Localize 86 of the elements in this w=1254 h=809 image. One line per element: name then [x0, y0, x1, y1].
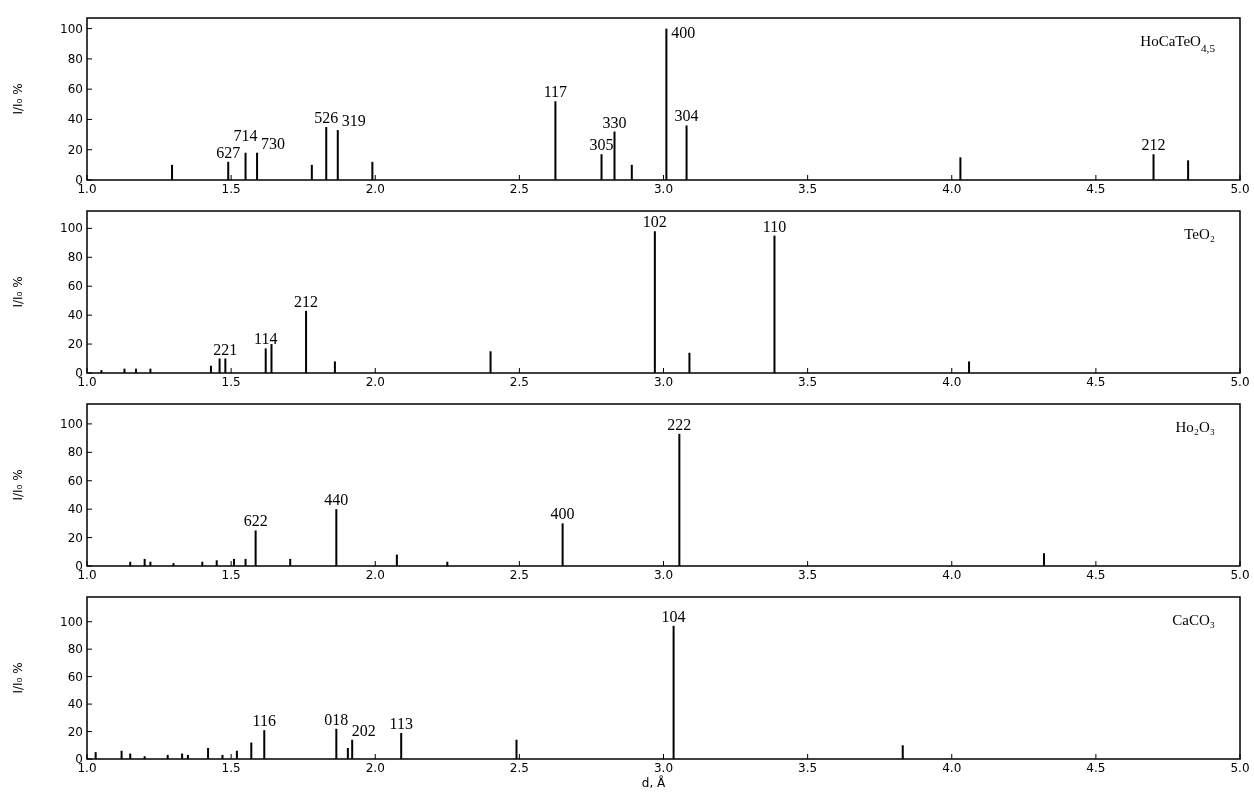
- text: CaCO₃: [1172, 612, 1215, 628]
- y-tick-label: 80: [67, 250, 83, 265]
- y-tick-label: 60: [67, 669, 83, 684]
- x-tick-label: 4.0: [942, 182, 962, 196]
- annotation: 627: [216, 143, 241, 161]
- text: TeO₂: [1184, 226, 1215, 242]
- annotation: 319: [341, 112, 366, 130]
- y-tick-label: 60: [67, 473, 83, 488]
- annotation: 222: [667, 415, 692, 433]
- annotation: 212: [1141, 136, 1166, 154]
- annotation: 104: [661, 607, 686, 625]
- y-tick-label: 60: [67, 82, 83, 97]
- annotation: 110: [762, 217, 787, 235]
- x-tick-label: 4.0: [942, 761, 962, 775]
- annotation: 221: [213, 340, 238, 358]
- x-tick-label: 5.0: [1230, 761, 1250, 775]
- annotation: 400: [550, 505, 575, 523]
- annotation: 018: [324, 710, 349, 728]
- x-tick-label: 3.5: [798, 568, 818, 582]
- x-tick-label: 1.5: [221, 568, 241, 582]
- annotation: 117: [543, 83, 568, 101]
- x-tick-label: 5.0: [1230, 182, 1250, 196]
- x-tick-label: 4.5: [1086, 375, 1106, 389]
- x-tick-label: 5.0: [1230, 375, 1250, 389]
- x-tick-label: 2.0: [365, 568, 385, 582]
- x-tick-label: 3.0: [653, 568, 674, 582]
- y-tick-label: 20: [67, 337, 83, 352]
- y-tick-label: 40: [67, 502, 83, 517]
- x-tick-label: 4.5: [1086, 568, 1106, 582]
- x-tick-label: 4.0: [942, 375, 962, 389]
- y-tick-label: 100: [60, 416, 83, 431]
- x-tick-label: 2.0: [365, 761, 385, 775]
- y-tick-label: 80: [67, 642, 83, 657]
- annotation: 400: [671, 24, 696, 41]
- x-tick-label: 3.5: [798, 375, 818, 389]
- x-tick-label: 4.5: [1086, 761, 1106, 775]
- annotation: 305: [589, 136, 614, 154]
- x-tick-label: 1.5: [221, 375, 241, 389]
- annotation: 730: [261, 134, 286, 152]
- annotation: 526: [314, 109, 339, 127]
- y-tick-label: 40: [67, 697, 83, 712]
- x-tick-label: 1.5: [221, 182, 241, 196]
- x-tick-label: 2.5: [509, 182, 529, 196]
- x-tick-label: 3.0: [653, 375, 674, 389]
- y-axis-title: I/I₀ %: [11, 662, 25, 694]
- y-axis-title: I/I₀ %: [11, 83, 25, 115]
- y-tick-label: 80: [67, 445, 83, 460]
- y-axis-title: I/I₀ %: [11, 469, 25, 501]
- annotation: 116: [252, 712, 276, 730]
- x-tick-label: 2.5: [509, 761, 529, 775]
- y-tick-label: 20: [67, 530, 83, 545]
- y-tick-label: 40: [67, 112, 83, 127]
- x-tick-label: 4.5: [1086, 182, 1106, 196]
- annotation: 114: [254, 330, 278, 348]
- y-tick-label: 100: [60, 221, 83, 236]
- y-tick-label: 60: [67, 279, 83, 294]
- y-tick-label: 80: [67, 51, 83, 66]
- y-axis-title: I/I₀ %: [11, 276, 25, 308]
- x-tick-label: 2.5: [509, 568, 529, 582]
- text: HoCaTeO$_{4,5}$: [1140, 33, 1216, 54]
- annotation: 714: [233, 126, 258, 144]
- x-axis-title: d, Å: [641, 775, 667, 790]
- x-tick-label: 3.0: [653, 761, 674, 775]
- x-tick-label: 2.0: [365, 375, 385, 389]
- annotation: 212: [294, 292, 319, 310]
- x-tick-label: 3.5: [798, 761, 818, 775]
- x-tick-label: 4.0: [942, 568, 962, 582]
- y-tick-label: 20: [67, 724, 83, 739]
- y-tick-label: 20: [67, 142, 83, 157]
- annotation: 202: [351, 721, 376, 739]
- annotation: 440: [324, 491, 349, 509]
- x-tick-label: 2.5: [509, 375, 529, 389]
- x-tick-label: 3.5: [798, 182, 818, 196]
- annotation: 330: [602, 113, 627, 131]
- y-tick-label: 100: [60, 21, 83, 36]
- annotation: 304: [674, 107, 699, 125]
- annotation: 622: [243, 512, 268, 530]
- x-tick-label: 3.0: [653, 182, 674, 196]
- y-tick-label: 40: [67, 308, 83, 323]
- y-tick-label: 100: [60, 614, 83, 629]
- x-tick-label: 5.0: [1230, 568, 1250, 582]
- x-tick-label: 1.5: [221, 761, 241, 775]
- x-tick-label: 2.0: [365, 182, 385, 196]
- text: Ho₂O₃: [1175, 419, 1215, 435]
- annotation: 113: [389, 714, 413, 732]
- annotation: 102: [642, 213, 667, 231]
